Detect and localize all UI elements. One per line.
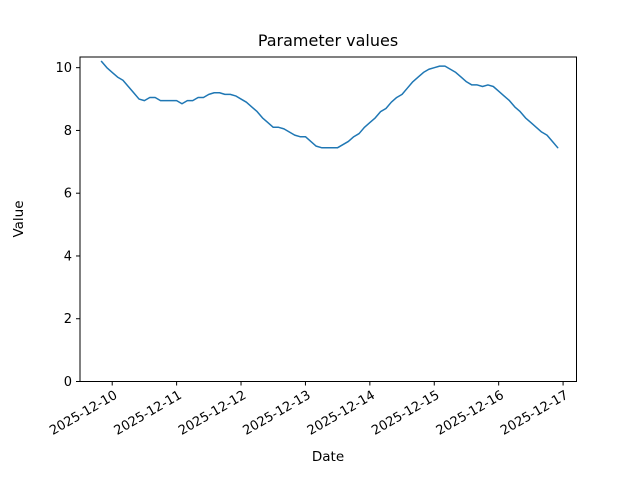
x-tick-label: 2025-12-12 [176,388,249,439]
y-tick-label: 8 [64,124,72,139]
plot-frame [79,56,577,382]
x-tick-label: 2025-12-15 [369,388,442,439]
y-axis-label: Value [11,200,27,237]
y-tick-label: 0 [64,375,72,390]
x-tick-label: 2025-12-14 [305,388,378,439]
x-tick-label: 2025-12-17 [498,388,571,439]
x-axis-label: Date [312,449,344,465]
x-tick-label: 2025-12-11 [112,388,185,439]
plot-layer: 02468102025-12-102025-12-112025-12-12202… [47,56,577,439]
x-tick-label: 2025-12-16 [434,388,507,439]
y-tick-label: 6 [64,187,72,202]
y-tick-label: 10 [55,61,72,76]
y-tick-label: 4 [64,249,72,264]
x-tick-label: 2025-12-10 [47,388,120,439]
y-tick-label: 2 [64,312,72,327]
series-line [100,60,559,149]
chart-title: Parameter values [258,31,398,50]
x-tick-label: 2025-12-13 [240,388,313,439]
